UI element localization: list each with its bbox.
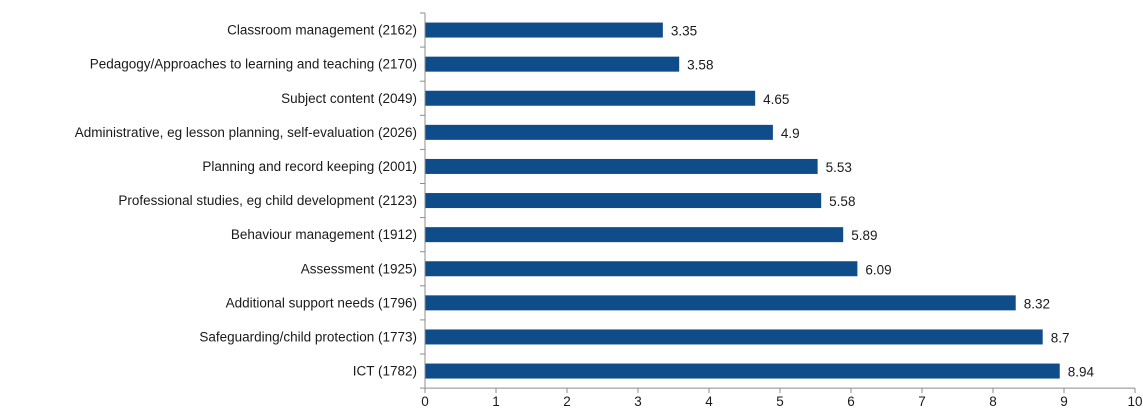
bar [425,193,822,209]
category-label: Classroom management (2162) [227,23,417,38]
data-label: 8.32 [1024,296,1050,311]
category-label: Subject content (2049) [281,91,417,106]
category-label: Safeguarding/child protection (1773) [199,329,417,344]
data-label: 4.9 [781,126,800,141]
x-tick-label: 2 [563,394,571,409]
x-tick-label: 5 [776,394,784,409]
bar [425,56,680,72]
bar [425,329,1043,345]
category-label: Pedagogy/Approaches to learning and teac… [90,57,417,72]
data-label: 3.58 [687,58,713,73]
x-tick-label: 0 [421,394,429,409]
x-tick-label: 8 [989,394,997,409]
x-tick-label: 6 [847,394,855,409]
data-label: 5.58 [829,194,855,209]
x-tick-label: 4 [705,394,713,409]
bar [425,295,1016,311]
data-label: 6.09 [865,262,891,277]
data-label: 4.65 [763,92,789,107]
bar [425,363,1060,379]
category-label: Behaviour management (1912) [231,227,417,242]
bars-layer [425,22,1060,379]
bar [425,22,663,38]
category-label: Professional studies, eg child developme… [118,193,417,208]
data-label: 3.35 [671,24,697,39]
x-tick-label: 1 [492,394,500,409]
x-tick-label: 3 [634,394,642,409]
category-label: Assessment (1925) [301,261,417,276]
category-label: Additional support needs (1796) [226,295,417,310]
bar [425,124,773,140]
bar [425,90,756,106]
bar [425,158,818,174]
category-label: ICT (1782) [353,364,417,379]
category-labels: Classroom management (2162) Pedagogy/Appr… [75,23,417,379]
value-labels: 3.35 3.58 4.65 4.9 5.53 5.58 5.89 6.09 8.32 8.7 8.… [671,24,1095,380]
data-label: 8.7 [1051,330,1070,345]
x-tick-label: 9 [1060,394,1068,409]
x-tick-label: 10 [1127,394,1142,409]
bar [425,227,844,243]
data-label: 5.53 [826,160,852,175]
axes: 0 1 2 3 4 5 6 7 8 9 10 [420,12,1143,409]
category-label: Administrative, eg lesson planning, self… [75,125,417,140]
x-tick-label: 7 [918,394,926,409]
data-label: 8.94 [1068,365,1095,380]
category-label: Planning and record keeping (2001) [202,159,417,174]
bar [425,261,858,277]
data-label: 5.89 [851,228,877,243]
